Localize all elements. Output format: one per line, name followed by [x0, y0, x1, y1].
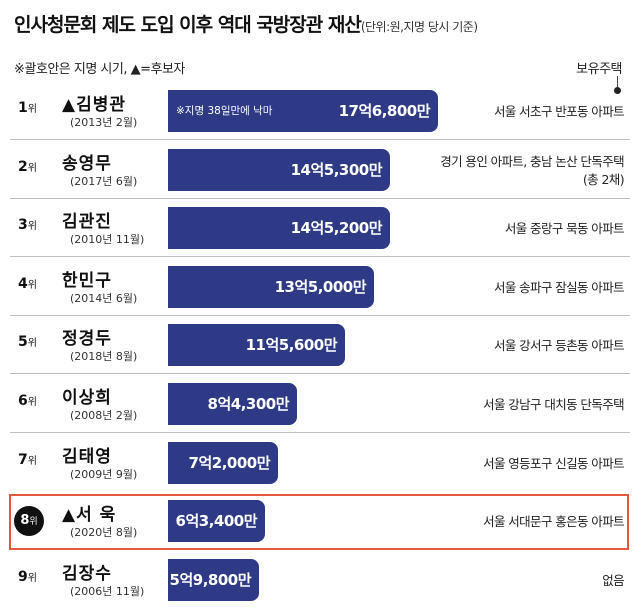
rank-number: 8: [20, 513, 30, 529]
housing-label: 경기 용인 아파트, 충남 논산 단독주택(총 2채): [440, 153, 624, 187]
rank-number: 9: [18, 568, 28, 585]
rank-suffix: 위: [27, 397, 37, 408]
nomination-date: (2009년 9월): [70, 467, 138, 481]
minister-name: 송영무: [62, 153, 112, 174]
housing-label: 서울 영등포구 신길동 아파트: [483, 455, 625, 471]
nomination-date: (2018년 8월): [70, 350, 138, 364]
nomination-date: (2017년 6월): [70, 174, 138, 188]
row-divider: [10, 197, 630, 199]
bar-value-label: 14억5,200만: [290, 219, 383, 238]
housing-label: 서울 서대문구 홍은동 아파트: [483, 514, 625, 530]
rank-label: 1위: [18, 100, 37, 116]
rank-badge: 8위: [14, 506, 44, 537]
asset-bar: 5억9,800만: [168, 558, 259, 601]
bar-value-label: 5억9,800만: [169, 570, 252, 589]
housing-label: 없음: [602, 572, 624, 588]
housing-label: 서울 서초구 반포동 아파트: [493, 104, 625, 119]
minister-name: 김장수: [62, 563, 112, 584]
rank-suffix: 위: [27, 572, 37, 584]
nomination-date: (2006년 11월): [70, 584, 145, 598]
row-divider: [10, 139, 630, 140]
rank-label: 7위: [18, 452, 37, 468]
chart-row: 2위 송영무 (2017년 6월) 14억5,300만 경기 용인 아파트, 충남 논산…: [0, 143, 640, 199]
rank-label: 5위: [18, 334, 37, 350]
legend-note: ※괄호안은 지명 시기, ▲=후보자: [14, 62, 185, 77]
housing-label: 서울 송파구 잠실동 아파트: [493, 279, 625, 295]
asset-bar: 14억5,200만: [168, 207, 390, 250]
housing-column-label: 보유주택: [576, 62, 622, 77]
rank-suffix: 위: [27, 338, 37, 350]
rank-suffix: 위: [27, 162, 37, 174]
minister-name: 김태영: [62, 446, 112, 467]
rank-number: 5: [18, 334, 28, 351]
rank-label: 6위: [18, 393, 37, 409]
chart-title: 인사청문회 제도 도입 이후 역대 국방장관 재산(단위:원,지명 당시 기준): [14, 10, 478, 37]
nomination-date: (2013년 2월): [70, 116, 138, 129]
asset-bar: ※지명 38일만에 낙마 17억6,800만: [168, 90, 438, 132]
minister-name: 정경두: [62, 329, 112, 350]
row-divider: [10, 432, 630, 433]
asset-bar: 8억4,300만: [168, 383, 297, 425]
rank-suffix: 위: [27, 221, 37, 233]
bar-value-label: 11억5,600만: [245, 336, 338, 355]
unit-note: (단위:원,지명 당시 기준): [360, 20, 478, 34]
minister-name: ▲서 욱: [62, 505, 117, 526]
rank-number: 7: [18, 451, 28, 468]
chart-row: 5위 정경두 (2018년 8월) 11억5,600만 서울 강서구 등촌동 아파트: [0, 318, 640, 375]
column-label-pointer: [617, 76, 618, 88]
row-divider: [10, 256, 630, 258]
rank-number: 4: [18, 275, 28, 292]
bar-value-label: 7억2,000만: [188, 453, 271, 472]
rank-number: 2: [18, 158, 28, 175]
bar-value-label: 14억5,300만: [290, 160, 383, 179]
column-label-dot: [614, 87, 621, 94]
housing-label: 서울 강남구 대치동 단독주택: [483, 397, 625, 412]
housing-label: 서울 강서구 등촌동 아파트: [493, 338, 625, 354]
asset-bar: 14억5,300만: [168, 148, 390, 191]
chart-row: 3위 김관진 (2010년 11월) 14억5,200만 서울 중랑구 묵동 아파트: [0, 201, 640, 258]
bar-value-label: 17억6,800만: [338, 102, 431, 120]
rank-label: 4위: [18, 276, 37, 292]
asset-bar: 6억3,400만: [168, 500, 265, 543]
rank-label: 3위: [18, 217, 37, 233]
nomination-date: (2010년 11월): [70, 233, 145, 247]
rank-suffix: 위: [27, 104, 37, 115]
chart-row: 4위 한민구 (2014년 6월) 13억5,000만 서울 송파구 잠실동 아파트: [0, 260, 640, 316]
rank-number: 6: [18, 393, 28, 409]
rank-suffix: 위: [29, 517, 38, 528]
chart-row: 6위 이상희 (2008년 2월) 8억4,300만 서울 강남구 대치동 단독주택: [0, 377, 640, 433]
chart-row: 9위 김장수 (2006년 11월) 5억9,800만 없음: [0, 553, 640, 609]
asset-bar: 13억5,000만: [168, 265, 374, 308]
bar-value-label: 6억3,400만: [175, 512, 258, 531]
bar-note-label: ※지명 38일만에 낙마: [176, 105, 273, 117]
nomination-date: (2020년 8월): [70, 526, 138, 540]
minister-name: 이상희: [62, 388, 112, 408]
minister-name: 김관진: [62, 212, 112, 233]
rank-number: 3: [18, 217, 28, 234]
chart-row: 7위 김태영 (2009년 9월) 7억2,000만 서울 영등포구 신길동 아파트: [0, 436, 640, 492]
asset-bar: 11억5,600만: [168, 324, 345, 367]
rank-suffix: 위: [27, 455, 37, 467]
rank-label: 2위: [18, 159, 37, 175]
bar-value-label: 13억5,000만: [274, 277, 367, 296]
rank-number: 1: [18, 100, 28, 116]
highlight-frame: [9, 494, 629, 551]
title-text: 인사청문회 제도 도입 이후 역대 국방장관 재산: [14, 14, 362, 36]
row-divider: [10, 314, 630, 316]
nomination-date: (2014년 6월): [70, 291, 138, 305]
bar-value-label: 8억4,300만: [207, 395, 290, 413]
rank-label: 9위: [18, 569, 37, 585]
chart-row: 8위 ▲서 욱 (2020년 8월) 6억3,400만 서울 서대문구 홍은동 아파트: [0, 494, 640, 550]
minister-name: ▲김병관: [62, 95, 126, 115]
housing-label: 서울 중랑구 묵동 아파트: [504, 221, 625, 237]
minister-name: 한민구: [62, 270, 112, 291]
nomination-date: (2008년 2월): [70, 409, 138, 422]
chart-row: 1위 ▲김병관 (2013년 2월) ※지명 38일만에 낙마 17억6,800만 서울 …: [0, 84, 640, 140]
asset-bar: 7억2,000만: [168, 441, 278, 484]
row-divider: [10, 373, 630, 375]
rank-suffix: 위: [27, 279, 37, 291]
